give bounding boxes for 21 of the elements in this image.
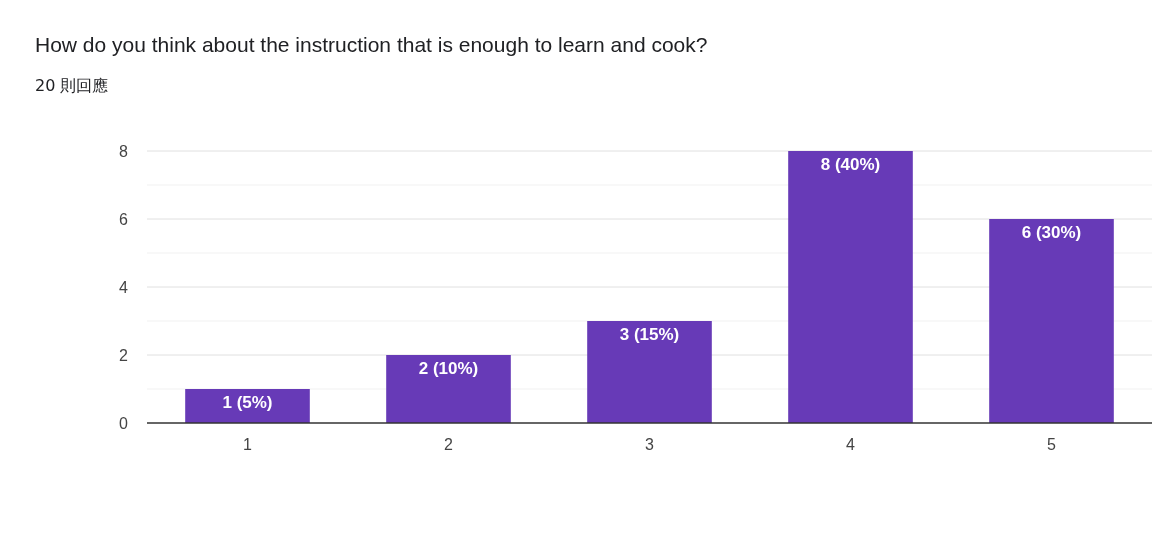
y-tick-label: 2	[119, 347, 129, 364]
x-tick-label: 5	[1047, 436, 1057, 453]
bar	[788, 151, 913, 423]
chart-subtitle: 20 則回應	[35, 76, 109, 95]
y-tick-label: 4	[119, 279, 129, 296]
x-tick-label: 1	[243, 436, 253, 453]
data-label: 3 (15%)	[619, 325, 680, 344]
data-label: 2 (10%)	[418, 359, 479, 378]
x-tick-label: 3	[645, 436, 655, 453]
y-tick-label: 0	[119, 415, 129, 432]
chart-title: How do you think about the instruction that is enough to learn and cook?	[35, 33, 708, 56]
x-tick-label: 4	[846, 436, 856, 453]
data-label: 8 (40%)	[820, 155, 881, 174]
y-tick-label: 6	[119, 211, 129, 228]
bar	[587, 321, 712, 423]
bar	[989, 219, 1114, 423]
x-tick-label: 2	[444, 436, 454, 453]
y-tick-label: 8	[119, 143, 129, 160]
data-label: 1 (5%)	[222, 393, 273, 412]
data-label: 6 (30%)	[1021, 223, 1082, 242]
bar	[386, 355, 511, 423]
